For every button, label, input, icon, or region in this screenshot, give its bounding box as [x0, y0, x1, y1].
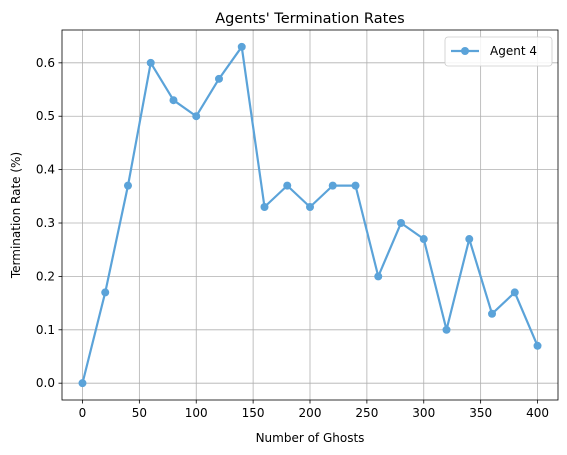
data-point: [260, 202, 269, 211]
data-point: [328, 181, 337, 190]
y-tick-label: 0.1: [36, 323, 55, 337]
legend: Agent 4: [444, 36, 553, 67]
grid: [62, 30, 558, 400]
x-tick-label: 350: [469, 406, 492, 420]
y-tick-label: 0.3: [36, 216, 55, 230]
x-tick-label: 100: [185, 406, 208, 420]
data-point: [419, 235, 428, 244]
chart-title: Agents' Termination Rates: [215, 11, 405, 27]
x-tick-label: 150: [242, 406, 265, 420]
data-point: [442, 325, 451, 334]
x-tick-label: 250: [355, 406, 378, 420]
legend-box: [444, 36, 553, 67]
x-tick-label: 200: [299, 406, 322, 420]
data-point: [169, 96, 178, 105]
data-point: [488, 309, 497, 318]
data-point: [214, 74, 223, 83]
y-tick-label: 0.2: [36, 269, 55, 283]
data-point: [465, 235, 474, 244]
x-axis-label: Number of Ghosts: [256, 431, 365, 445]
data-point: [237, 42, 246, 51]
legend-marker-swatch: [461, 47, 469, 55]
data-point: [351, 181, 360, 190]
y-tick-label: 0.0: [36, 376, 55, 390]
x-tick-label: 400: [526, 406, 549, 420]
y-axis-label: Termination Rate (%): [9, 152, 23, 279]
data-point: [146, 58, 155, 67]
ticks: 0 50 100 150 200 250 300 350 400 0.0 0.1 0.2 0.3 0.4 0…: [36, 56, 549, 420]
data-point: [306, 202, 314, 211]
data-point: [374, 272, 383, 281]
x-tick-label: 0: [79, 406, 87, 420]
data-point: [123, 181, 132, 190]
data-point: [533, 341, 542, 350]
x-tick-label: 300: [412, 406, 435, 420]
y-tick-label: 0.5: [36, 109, 55, 123]
series-layer: [78, 42, 542, 388]
data-point: [510, 288, 519, 297]
data-point: [101, 288, 110, 297]
data-point: [397, 219, 406, 228]
data-point: [78, 379, 87, 388]
data-point: [192, 112, 201, 121]
y-tick-label: 0.4: [36, 163, 55, 177]
x-tick-label: 50: [132, 406, 147, 420]
legend-label: Agent 4: [490, 44, 537, 58]
y-tick-label: 0.6: [36, 56, 55, 70]
data-point: [283, 181, 292, 190]
